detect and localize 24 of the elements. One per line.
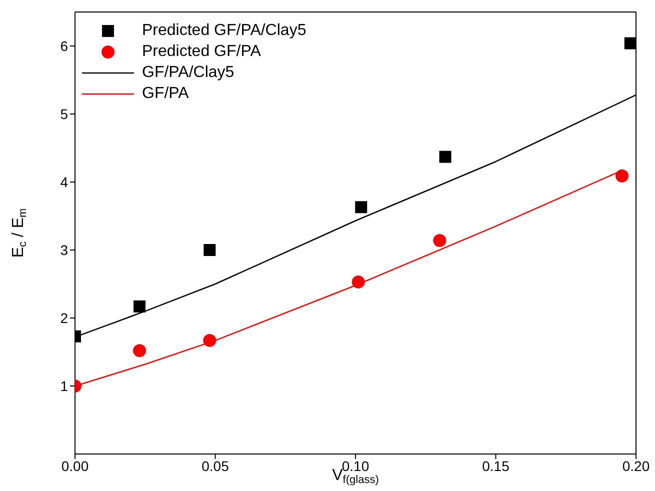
point xyxy=(433,234,446,247)
x-tick-label: 0.00 xyxy=(61,458,89,474)
point xyxy=(439,150,452,163)
legend-label: GF/PA xyxy=(142,84,189,102)
point xyxy=(352,275,365,288)
legend-label: Predicted GF/PA/Clay5 xyxy=(142,22,306,40)
legend-label: Predicted GF/PA xyxy=(142,42,261,60)
x-tick-label: 0.05 xyxy=(202,458,230,474)
y-tick-label: 3 xyxy=(60,242,68,258)
point xyxy=(615,169,628,182)
point xyxy=(355,201,368,214)
y-tick-label: 4 xyxy=(60,174,68,190)
y-tick-label: 5 xyxy=(60,106,68,122)
x-tick-label: 0.20 xyxy=(622,458,650,474)
point xyxy=(204,244,216,256)
y-tick-label: 6 xyxy=(60,38,68,54)
point xyxy=(203,334,216,347)
x-tick-label: 0.15 xyxy=(482,458,510,474)
legend-label: GF/PA/Clay5 xyxy=(142,64,234,82)
point xyxy=(134,300,146,312)
y-tick-label: 2 xyxy=(60,310,68,326)
point xyxy=(624,37,636,50)
y-tick-label: 1 xyxy=(60,378,68,394)
point xyxy=(133,344,146,358)
